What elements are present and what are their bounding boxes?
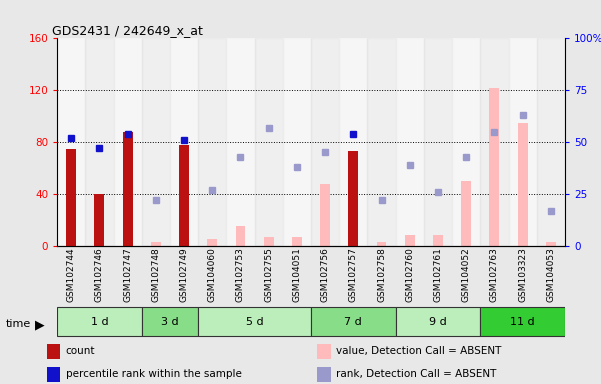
Bar bbox=[537, 38, 565, 246]
Text: 7 d: 7 d bbox=[344, 316, 362, 327]
Bar bbox=[179, 145, 189, 246]
Text: GSM103323: GSM103323 bbox=[518, 247, 527, 302]
Bar bbox=[433, 235, 443, 246]
Bar bbox=[236, 226, 245, 246]
Bar bbox=[170, 38, 198, 246]
Bar bbox=[367, 38, 395, 246]
Text: GSM102744: GSM102744 bbox=[67, 247, 76, 301]
Text: GSM102756: GSM102756 bbox=[320, 247, 329, 302]
Bar bbox=[255, 38, 283, 246]
Bar bbox=[114, 38, 142, 246]
Bar bbox=[47, 367, 60, 382]
Text: GSM102763: GSM102763 bbox=[490, 247, 499, 302]
Text: GSM104052: GSM104052 bbox=[462, 247, 471, 302]
Bar bbox=[377, 242, 386, 246]
Bar bbox=[198, 307, 311, 336]
Text: GSM102755: GSM102755 bbox=[264, 247, 273, 302]
Bar bbox=[57, 38, 85, 246]
Bar bbox=[461, 181, 471, 246]
Bar bbox=[57, 307, 142, 336]
Bar bbox=[198, 38, 227, 246]
Bar bbox=[395, 38, 424, 246]
Bar bbox=[508, 38, 537, 246]
Text: GSM104060: GSM104060 bbox=[208, 247, 217, 302]
Bar bbox=[94, 194, 105, 246]
Text: value, Detection Call = ABSENT: value, Detection Call = ABSENT bbox=[337, 346, 502, 356]
Text: GSM102746: GSM102746 bbox=[95, 247, 104, 302]
Bar bbox=[151, 242, 161, 246]
Text: 5 d: 5 d bbox=[246, 316, 263, 327]
Bar bbox=[264, 237, 273, 246]
Text: 1 d: 1 d bbox=[91, 316, 108, 327]
Bar bbox=[47, 344, 60, 359]
Text: GSM102747: GSM102747 bbox=[123, 247, 132, 302]
Text: rank, Detection Call = ABSENT: rank, Detection Call = ABSENT bbox=[337, 369, 496, 379]
Text: 11 d: 11 d bbox=[510, 316, 535, 327]
Bar bbox=[292, 237, 302, 246]
Bar bbox=[339, 38, 367, 246]
Bar bbox=[142, 307, 198, 336]
Text: GSM102753: GSM102753 bbox=[236, 247, 245, 302]
Text: GSM102761: GSM102761 bbox=[433, 247, 442, 302]
Bar bbox=[546, 242, 556, 246]
Bar bbox=[123, 132, 133, 246]
Text: ▶: ▶ bbox=[35, 318, 44, 331]
Bar bbox=[85, 38, 114, 246]
Bar bbox=[207, 239, 217, 246]
Text: GSM104051: GSM104051 bbox=[293, 247, 302, 302]
Text: GSM102760: GSM102760 bbox=[405, 247, 414, 302]
Bar bbox=[452, 38, 480, 246]
Bar bbox=[320, 184, 330, 246]
Text: GDS2431 / 242649_x_at: GDS2431 / 242649_x_at bbox=[52, 24, 203, 37]
Text: time: time bbox=[6, 319, 31, 329]
Text: count: count bbox=[66, 346, 96, 356]
Bar bbox=[480, 38, 508, 246]
Bar bbox=[66, 149, 76, 246]
Text: GSM102757: GSM102757 bbox=[349, 247, 358, 302]
Bar bbox=[405, 235, 415, 246]
Text: GSM102749: GSM102749 bbox=[180, 247, 189, 302]
Bar bbox=[480, 307, 565, 336]
Bar bbox=[395, 307, 480, 336]
Text: GSM102748: GSM102748 bbox=[151, 247, 160, 302]
Bar bbox=[317, 367, 331, 382]
Bar bbox=[142, 38, 170, 246]
Bar bbox=[317, 344, 331, 359]
Bar bbox=[517, 122, 528, 246]
Bar bbox=[283, 38, 311, 246]
Bar bbox=[311, 38, 339, 246]
Bar bbox=[489, 88, 499, 246]
Bar bbox=[349, 151, 358, 246]
Text: 9 d: 9 d bbox=[429, 316, 447, 327]
Bar bbox=[424, 38, 452, 246]
Bar bbox=[311, 307, 395, 336]
Text: GSM104053: GSM104053 bbox=[546, 247, 555, 302]
Text: GSM102758: GSM102758 bbox=[377, 247, 386, 302]
Bar bbox=[227, 38, 255, 246]
Text: percentile rank within the sample: percentile rank within the sample bbox=[66, 369, 242, 379]
Text: 3 d: 3 d bbox=[161, 316, 178, 327]
